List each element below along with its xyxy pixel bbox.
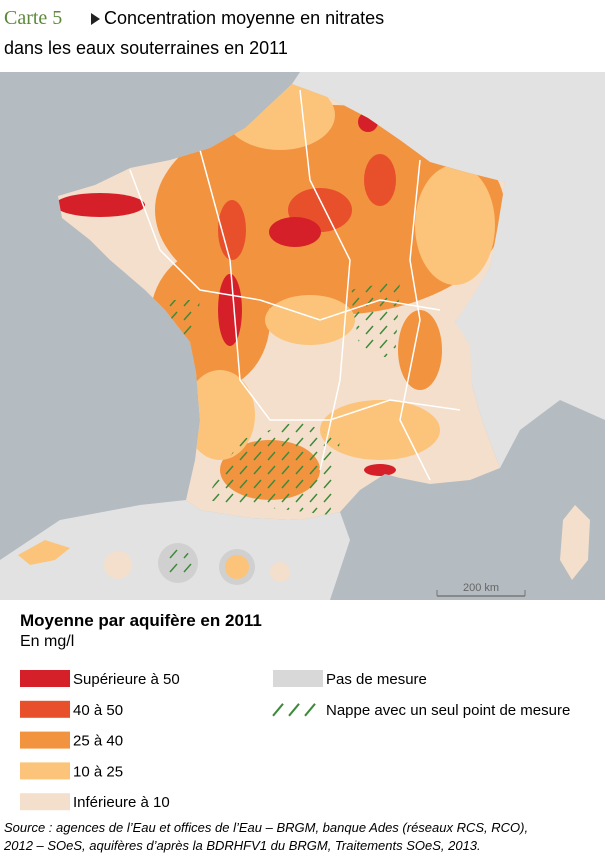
legend-label: 25 à 40 [73, 733, 123, 750]
legend-label: Nappe avec un seul point de mesure [326, 702, 570, 719]
legend-unit: En mg/l [20, 633, 74, 650]
legend-title: Moyenne par aquifère en 2011 [20, 611, 262, 630]
legend-swatch [20, 731, 70, 749]
legend-label: Pas de mesure [326, 671, 427, 688]
legend-swatch [288, 703, 300, 717]
legend-label: Inférieure à 10 [73, 794, 170, 811]
title-arrow [91, 13, 100, 25]
legend-label: 40 à 50 [73, 702, 123, 719]
source: Source : agences de l’Eau et offices de … [4, 820, 528, 835]
legend-swatch [20, 670, 70, 687]
legend-swatch [20, 700, 70, 718]
title: Concentration moyenne en nitrates [104, 8, 384, 28]
map-label: Carte 5 [4, 7, 62, 29]
legend-swatch [304, 703, 316, 717]
legend-label: 10 à 25 [73, 763, 123, 780]
legend: Supérieure à 50 40 à 50 25 à 40 10 à 25 Infé… [20, 670, 570, 811]
legend-swatch [20, 793, 70, 811]
map: 200 km [0, 72, 605, 600]
legend-swatch [273, 670, 323, 687]
source: 2012 – SOeS, aquifères d’après la BDRHFV… [3, 838, 481, 853]
legend-label: Supérieure à 50 [73, 671, 180, 688]
scale-label: 200 km [463, 582, 499, 594]
legend-swatch [272, 703, 284, 717]
legend-swatch [20, 762, 70, 780]
title: dans les eaux souterraines en 2011 [4, 38, 288, 58]
